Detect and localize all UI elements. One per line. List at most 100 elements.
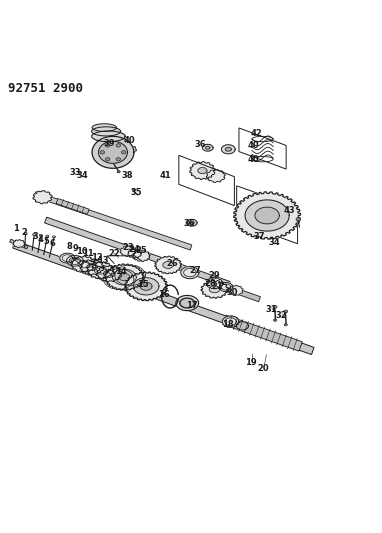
Ellipse shape xyxy=(121,151,126,154)
Text: 14: 14 xyxy=(115,266,127,276)
Text: 32: 32 xyxy=(276,311,287,320)
Text: 40: 40 xyxy=(123,136,135,146)
Polygon shape xyxy=(140,282,152,290)
Text: 42: 42 xyxy=(251,129,262,138)
Text: 26: 26 xyxy=(167,259,179,268)
Polygon shape xyxy=(78,261,89,268)
Polygon shape xyxy=(13,240,25,248)
Polygon shape xyxy=(245,200,289,231)
Text: 3: 3 xyxy=(32,232,38,241)
Polygon shape xyxy=(181,266,199,279)
Text: 27: 27 xyxy=(189,266,201,275)
Polygon shape xyxy=(56,198,89,214)
Polygon shape xyxy=(105,264,144,290)
Polygon shape xyxy=(119,273,130,281)
Text: 41: 41 xyxy=(159,171,171,180)
Polygon shape xyxy=(87,264,97,271)
Text: 34: 34 xyxy=(76,171,88,180)
Text: 23: 23 xyxy=(123,243,134,252)
Polygon shape xyxy=(80,260,104,275)
Ellipse shape xyxy=(100,151,105,154)
Text: 16: 16 xyxy=(159,290,170,299)
Polygon shape xyxy=(33,191,52,204)
Polygon shape xyxy=(189,221,194,224)
Text: 13: 13 xyxy=(97,255,108,264)
Ellipse shape xyxy=(284,310,288,313)
Polygon shape xyxy=(92,136,134,168)
Polygon shape xyxy=(116,147,137,158)
Ellipse shape xyxy=(52,236,55,238)
Polygon shape xyxy=(92,124,117,131)
Polygon shape xyxy=(62,255,73,262)
Polygon shape xyxy=(104,270,115,277)
Polygon shape xyxy=(69,257,81,264)
Text: 17: 17 xyxy=(186,301,197,310)
Polygon shape xyxy=(201,280,228,298)
Polygon shape xyxy=(228,285,243,296)
Polygon shape xyxy=(189,161,215,180)
Ellipse shape xyxy=(32,233,36,236)
Text: 39: 39 xyxy=(104,140,115,149)
Text: 9: 9 xyxy=(73,245,78,254)
Text: 24: 24 xyxy=(129,245,141,254)
Polygon shape xyxy=(234,192,301,239)
Polygon shape xyxy=(206,146,210,149)
Text: 20: 20 xyxy=(257,364,269,373)
Text: 18: 18 xyxy=(222,320,233,329)
Polygon shape xyxy=(94,266,107,274)
Polygon shape xyxy=(202,144,213,151)
Polygon shape xyxy=(223,315,302,351)
Polygon shape xyxy=(155,256,181,274)
Polygon shape xyxy=(180,298,195,308)
Text: 37: 37 xyxy=(254,232,265,241)
Text: 5: 5 xyxy=(44,237,49,246)
Ellipse shape xyxy=(39,235,42,236)
Text: 28: 28 xyxy=(204,279,216,288)
Polygon shape xyxy=(133,250,150,262)
Polygon shape xyxy=(184,269,196,277)
Polygon shape xyxy=(219,282,233,292)
Text: 31: 31 xyxy=(265,305,277,313)
Text: 6: 6 xyxy=(49,239,55,248)
Polygon shape xyxy=(125,272,167,301)
Text: 29: 29 xyxy=(209,271,220,280)
Text: 2: 2 xyxy=(22,228,28,237)
Polygon shape xyxy=(222,144,235,154)
Text: 30: 30 xyxy=(227,288,238,297)
Text: 21: 21 xyxy=(211,282,223,291)
Text: 1: 1 xyxy=(13,224,19,233)
Text: 22: 22 xyxy=(108,249,120,257)
Text: 33: 33 xyxy=(70,167,81,176)
Polygon shape xyxy=(96,265,122,282)
Text: 40: 40 xyxy=(248,141,260,150)
Text: 10: 10 xyxy=(76,247,87,256)
Polygon shape xyxy=(209,286,220,293)
Polygon shape xyxy=(207,278,261,302)
Text: 34: 34 xyxy=(269,238,280,247)
Polygon shape xyxy=(222,316,239,327)
Polygon shape xyxy=(163,262,173,269)
Text: 8: 8 xyxy=(66,242,72,251)
Polygon shape xyxy=(225,318,236,326)
Polygon shape xyxy=(66,255,83,266)
Polygon shape xyxy=(198,167,207,174)
Polygon shape xyxy=(255,207,279,224)
Polygon shape xyxy=(206,169,225,182)
Text: 15: 15 xyxy=(137,279,149,288)
Ellipse shape xyxy=(274,319,277,321)
Polygon shape xyxy=(71,256,96,272)
Text: 92751 2900: 92751 2900 xyxy=(8,82,83,95)
Polygon shape xyxy=(180,298,194,308)
Text: 19: 19 xyxy=(244,358,256,367)
Polygon shape xyxy=(10,239,28,249)
Polygon shape xyxy=(45,217,230,287)
Ellipse shape xyxy=(46,235,49,237)
Polygon shape xyxy=(60,253,75,263)
Polygon shape xyxy=(92,127,121,136)
Text: 4: 4 xyxy=(38,235,44,244)
Ellipse shape xyxy=(273,305,277,308)
Ellipse shape xyxy=(117,171,120,173)
Text: 38: 38 xyxy=(121,171,133,180)
Polygon shape xyxy=(120,246,136,256)
Text: 40: 40 xyxy=(248,155,260,164)
